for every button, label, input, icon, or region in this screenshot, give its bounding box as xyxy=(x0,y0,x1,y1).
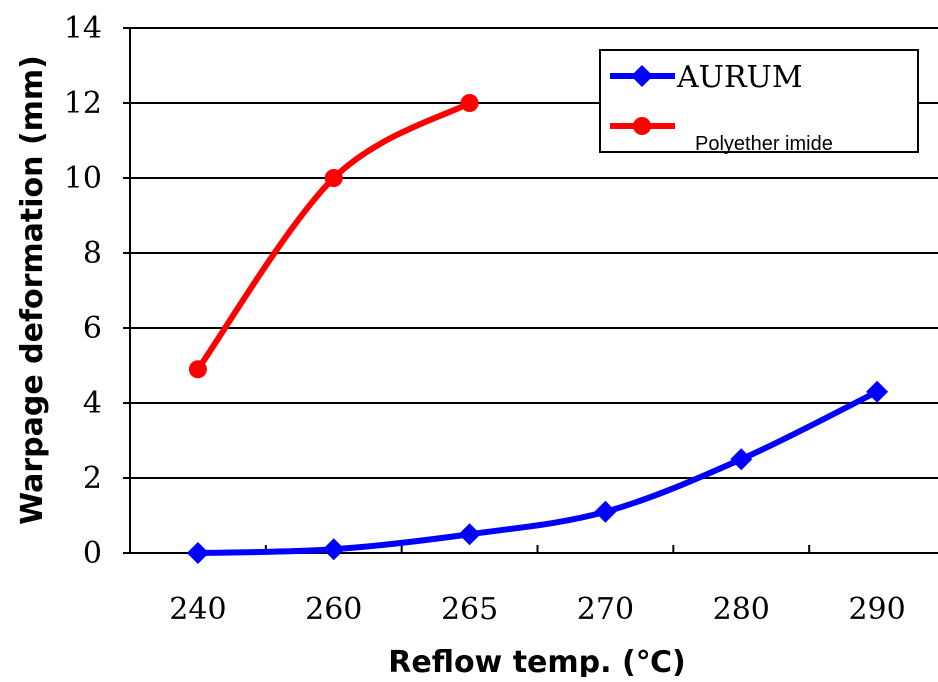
data-point-aurum xyxy=(458,523,481,546)
legend-marker-polyether-imide xyxy=(633,117,651,135)
data-point-aurum xyxy=(322,538,345,561)
x-tick-label: 290 xyxy=(848,592,905,627)
legend-label-aurum: AURUM xyxy=(676,60,803,95)
series-markers xyxy=(186,94,889,564)
data-point-aurum xyxy=(186,542,209,564)
legend-marker-aurum xyxy=(631,65,653,87)
data-point-polyether-imide xyxy=(188,360,207,379)
data-point-aurum xyxy=(594,500,617,523)
x-tick-label: 265 xyxy=(441,592,498,627)
x-tick-label: 240 xyxy=(169,592,226,627)
y-tick-label: 0 xyxy=(83,536,102,571)
y-axis-title: Warpage deformation (mm) xyxy=(15,55,50,525)
x-axis-title: Reflow temp. (℃) xyxy=(388,645,685,677)
axes: 0 2 4 6 8 10 12 14 240 260 265 270 280 290 xyxy=(64,11,938,627)
data-point-aurum xyxy=(866,380,889,403)
legend-box xyxy=(599,49,919,153)
y-tick-label: 2 xyxy=(83,461,102,496)
data-point-polyether-imide xyxy=(460,94,479,112)
series-line-polyether-imide xyxy=(194,100,473,373)
series-line-aurum xyxy=(194,388,881,556)
y-tick-label: 4 xyxy=(83,386,102,421)
x-tick-label: 260 xyxy=(305,592,362,627)
x-tick-label: 270 xyxy=(577,592,634,627)
y-tick-label: 12 xyxy=(64,86,102,121)
legend: AURUM Polyether imide xyxy=(599,49,919,155)
y-tick-label: 6 xyxy=(83,311,102,346)
legend-label-polyether-imide: Polyether imide xyxy=(695,133,833,155)
data-point-polyether-imide xyxy=(324,169,343,187)
x-tick-label: 280 xyxy=(713,592,770,627)
y-tick-label: 14 xyxy=(64,11,102,46)
gridlines xyxy=(130,27,938,479)
y-tick-label: 8 xyxy=(83,236,102,271)
data-point-aurum xyxy=(730,448,753,471)
y-tick-label: 10 xyxy=(64,161,102,196)
